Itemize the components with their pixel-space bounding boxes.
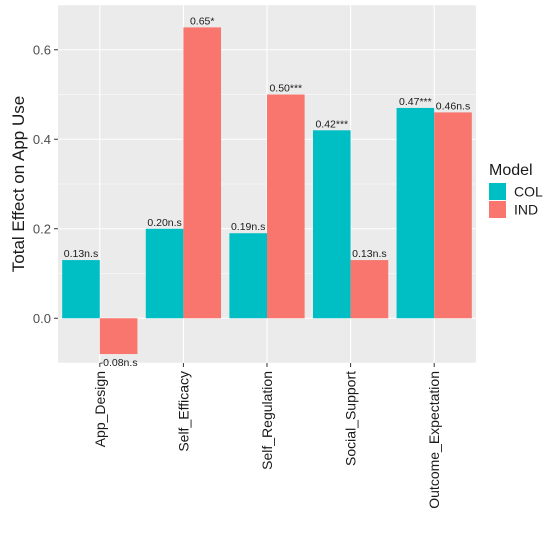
y-axis-title: Total Effect on App Use [9, 96, 28, 272]
y-tick-label: 0.0 [33, 311, 51, 326]
data-label: -0.08n.s [100, 357, 138, 369]
data-label: 0.65* [190, 15, 215, 27]
bar-col-self-regulation [229, 233, 267, 318]
legend-key-ind [489, 201, 506, 218]
data-label: 0.20n.s [147, 217, 181, 229]
data-label: 0.19n.s [231, 221, 265, 233]
data-label: 0.47*** [399, 96, 432, 108]
legend-label-col: COL [514, 184, 543, 200]
data-label: 0.13n.s [64, 248, 98, 260]
x-tick-label: App_Design [92, 371, 108, 447]
legend: Model COL IND [489, 162, 543, 218]
x-tick-label: Outcome_Expectation [426, 371, 442, 509]
x-axis-ticks: App_Design Self_Efficacy Self_Regulation So… [92, 363, 442, 509]
x-tick-label: Self_Regulation [259, 371, 275, 470]
y-tick-label: 0.2 [33, 221, 51, 236]
data-label: 0.46n.s [436, 100, 470, 112]
bar-ind-outcome-expectation [434, 112, 472, 318]
bar-col-app-design [62, 260, 100, 318]
x-tick-label: Social_Support [343, 371, 359, 466]
bar-ind-app-design [100, 318, 138, 354]
x-tick-label: Self_Efficacy [175, 371, 191, 452]
bar-ind-self-regulation [267, 95, 305, 319]
legend-label-ind: IND [514, 202, 538, 218]
bar-col-social-support [313, 130, 351, 318]
bar-col-self-efficacy [146, 229, 184, 319]
bar-col-outcome-expectation [397, 108, 435, 318]
data-label: 0.50*** [269, 83, 302, 95]
y-tick-label: 0.4 [33, 132, 51, 147]
y-tick-label: 0.6 [33, 42, 51, 57]
bar-ind-self-efficacy [183, 27, 221, 318]
data-label: 0.42*** [315, 118, 348, 130]
y-axis-ticks: 0.0 0.2 0.4 0.6 [33, 42, 58, 326]
bar-ind-social-support [351, 260, 389, 318]
legend-title: Model [489, 162, 533, 179]
data-label: 0.13n.s [352, 248, 386, 260]
legend-key-col [489, 183, 506, 200]
